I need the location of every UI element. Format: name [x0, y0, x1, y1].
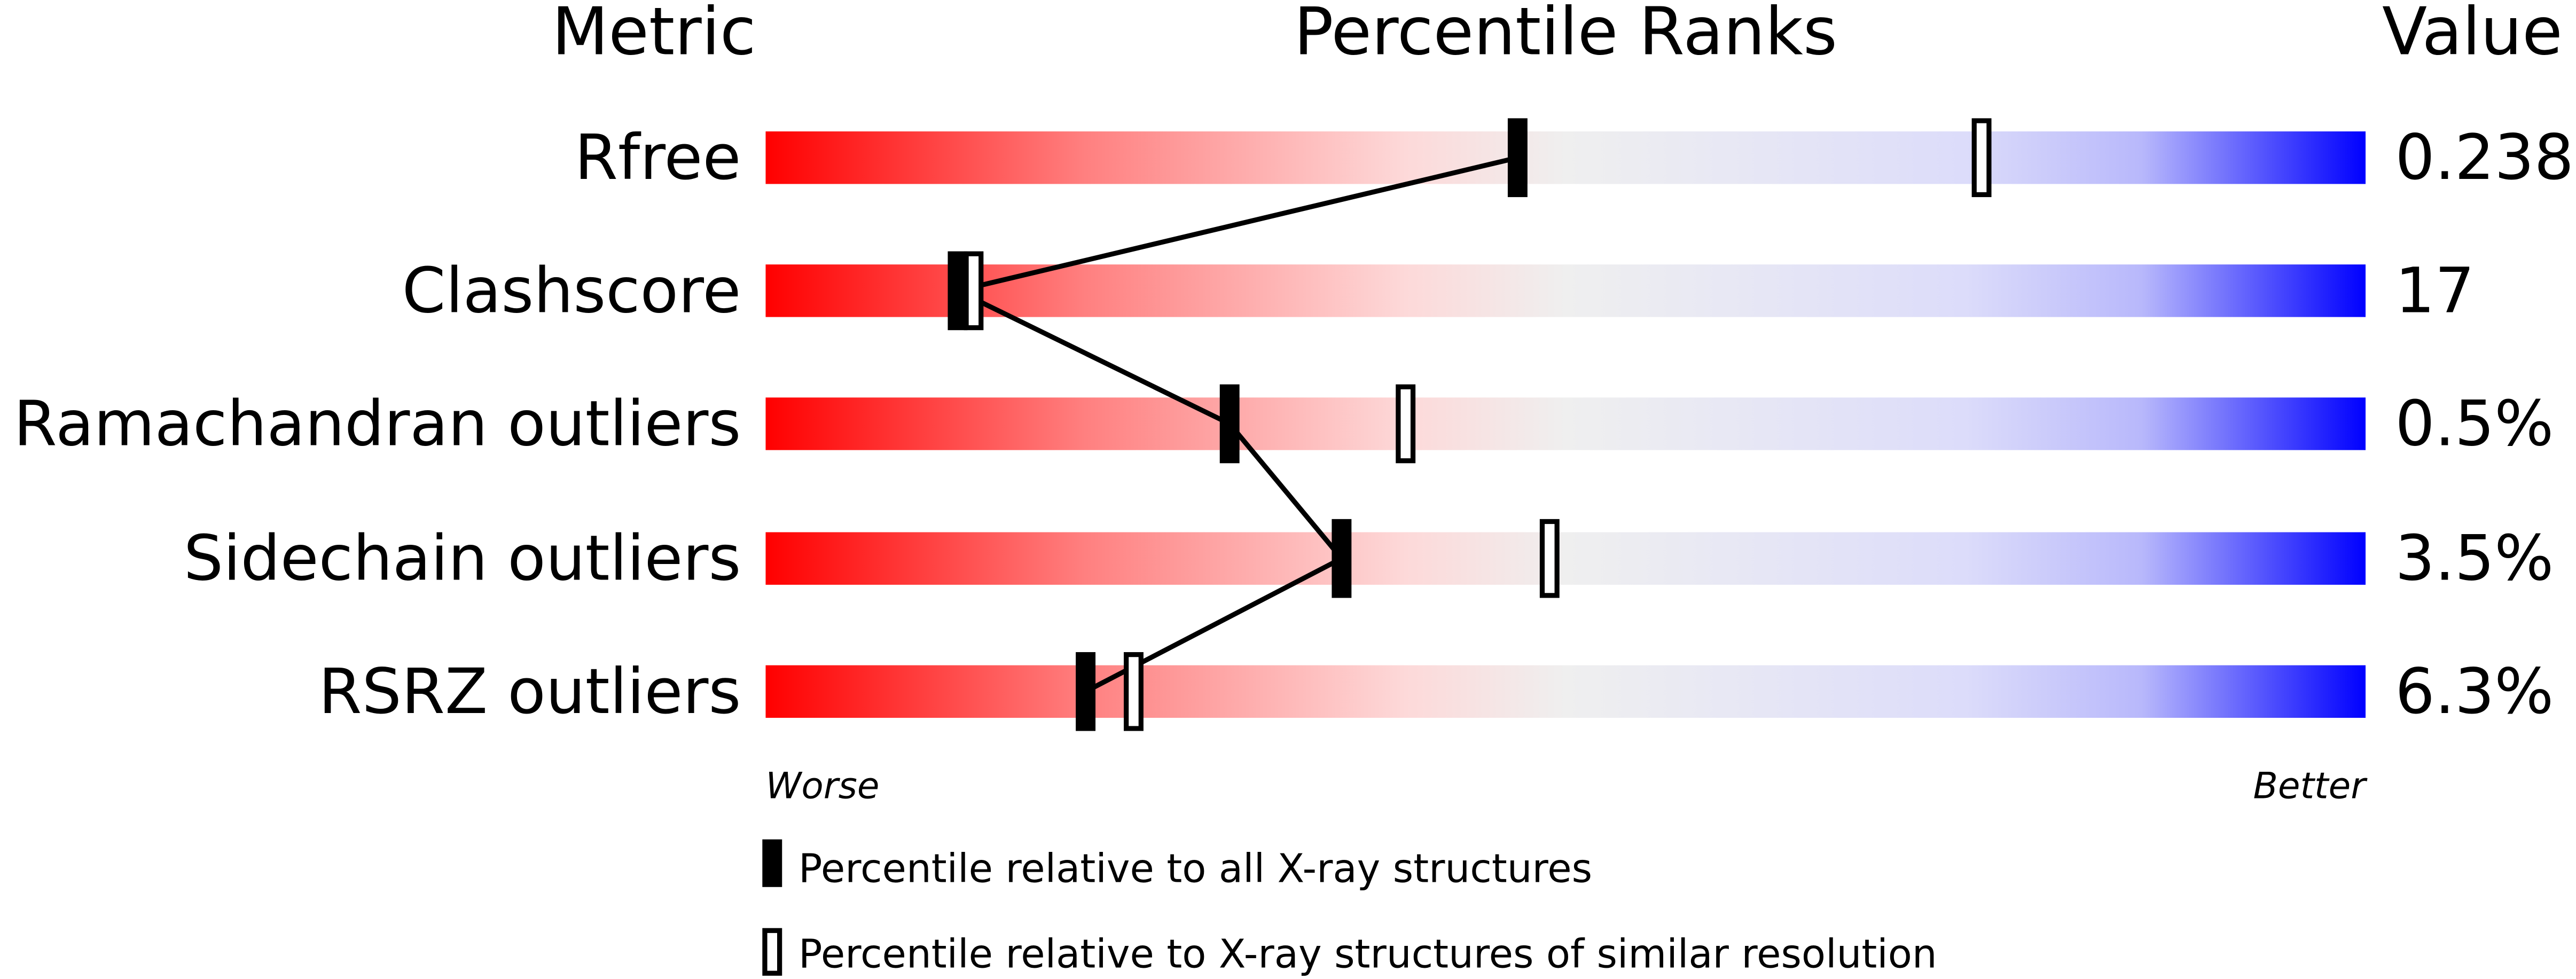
similar-resolution-marker — [1971, 118, 1992, 198]
metric-label: Rfree — [575, 121, 741, 194]
metric-label: RSRZ outliers — [318, 655, 741, 728]
metric-label: Ramachandran outliers — [13, 387, 741, 460]
header-value: Value — [2382, 0, 2563, 70]
percentile-bar — [765, 397, 2366, 450]
similar-resolution-marker — [1539, 519, 1560, 598]
all-structures-marker — [1219, 384, 1240, 464]
metric-value: 17 — [2395, 254, 2475, 327]
metric-value: 0.5% — [2395, 387, 2554, 460]
metric-label: Clashscore — [402, 254, 741, 327]
percentile-bar — [765, 532, 2366, 585]
all-structures-marker — [1332, 519, 1352, 598]
similar-resolution-marker — [1396, 384, 1416, 464]
axis-worse-label: Worse — [765, 765, 879, 807]
all-structures-marker — [1507, 118, 1528, 198]
header-metric: Metric — [552, 0, 756, 70]
metric-value: 3.5% — [2395, 522, 2554, 595]
percentile-bar — [765, 131, 2366, 184]
percentile-bar — [765, 665, 2366, 718]
all-structures-marker — [948, 251, 968, 331]
header-percentile-ranks: Percentile Ranks — [1294, 0, 1837, 70]
metric-label: Sidechain outliers — [184, 522, 741, 595]
similar-resolution-marker — [1124, 652, 1144, 731]
percentile-bar — [765, 264, 2366, 317]
legend-open-label: Percentile relative to X-ray structures … — [798, 931, 1937, 977]
similar-resolution-marker — [964, 251, 984, 331]
all-structures-marker — [1076, 652, 1096, 731]
metric-value: 6.3% — [2395, 655, 2554, 728]
legend-open-marker — [762, 928, 782, 976]
metric-value: 0.238 — [2395, 121, 2574, 194]
axis-better-label: Better — [2253, 765, 2368, 807]
legend-filled-marker — [762, 839, 782, 887]
legend-filled-label: Percentile relative to all X-ray structu… — [798, 846, 1592, 892]
